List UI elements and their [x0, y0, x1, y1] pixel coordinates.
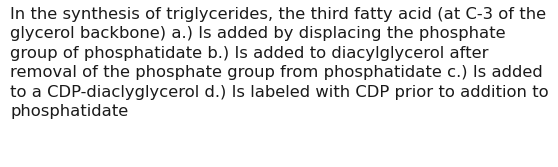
- Text: In the synthesis of triglycerides, the third fatty acid (at C-3 of the
glycerol : In the synthesis of triglycerides, the t…: [10, 7, 549, 119]
